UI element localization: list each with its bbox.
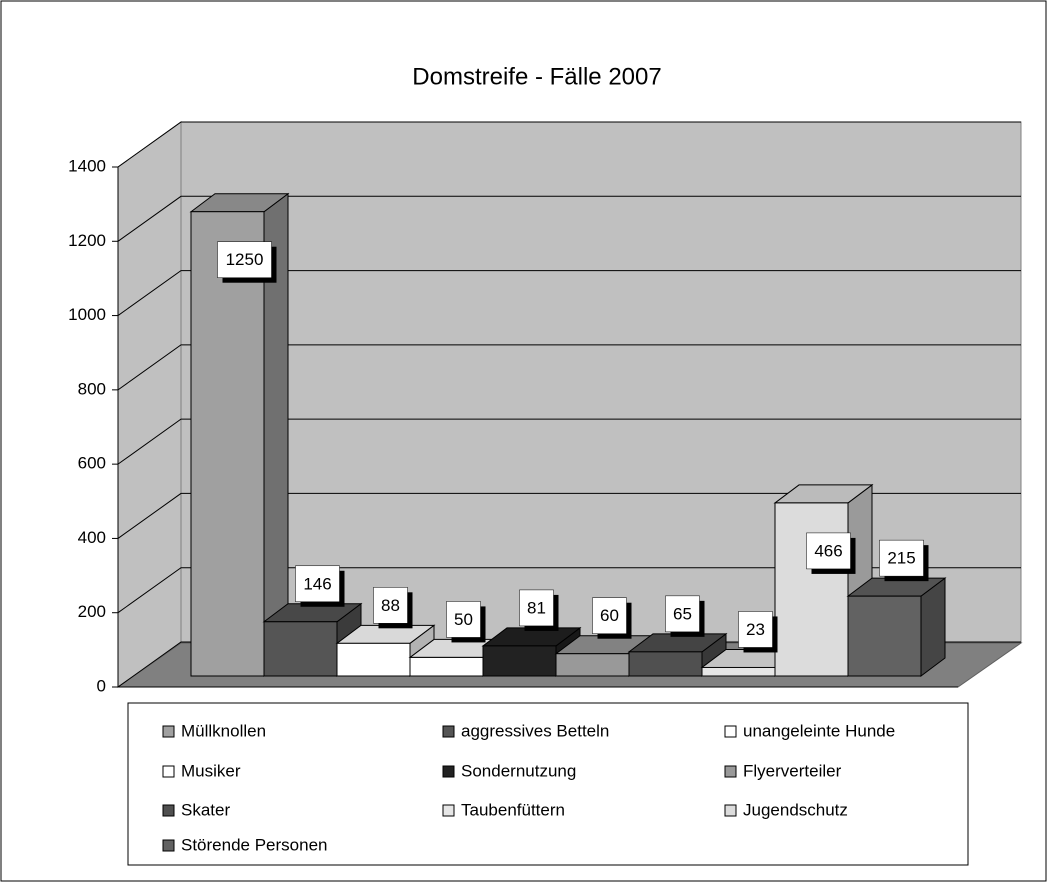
legend-label: Musiker (181, 761, 241, 780)
bar (336, 642, 411, 677)
label-box (806, 532, 851, 570)
legend-label: Jugendschutz (743, 800, 848, 819)
legend-label: aggressives Betteln (461, 721, 609, 740)
legend-label: Taubenfüttern (461, 800, 565, 819)
grid-line (117, 270, 1021, 316)
legend-swatch (162, 765, 175, 778)
label-box (665, 595, 700, 633)
bar (482, 645, 557, 677)
label-box (519, 589, 554, 627)
data-label: 215 (887, 549, 915, 568)
bar (847, 595, 922, 677)
legend-swatch (162, 839, 175, 852)
legend-swatch (162, 804, 175, 817)
grid-line (117, 418, 1021, 465)
label-box (295, 565, 340, 603)
grid-line (117, 195, 1021, 242)
y-tick-label: 0 (97, 676, 106, 695)
legend-swatch (724, 725, 737, 738)
bar (190, 211, 265, 677)
grid-line (117, 121, 1021, 168)
grid-line (117, 492, 1021, 539)
legend-swatch (724, 765, 737, 778)
data-label: 146 (303, 574, 331, 593)
label-box (879, 539, 924, 577)
y-tick-label: 800 (78, 379, 106, 398)
legend (127, 702, 969, 866)
legend-swatch (162, 725, 175, 738)
grid-line (117, 344, 1021, 391)
bar (263, 621, 338, 677)
label-box (217, 241, 272, 278)
y-tick-label: 400 (78, 528, 106, 547)
legend-label: Flyerverteiler (743, 761, 842, 780)
legend-label: Skater (181, 800, 230, 819)
legend-swatch (724, 804, 737, 817)
bar (774, 502, 849, 677)
legend-swatch (442, 765, 455, 778)
y-tick-label: 1200 (68, 231, 106, 250)
data-label: 466 (814, 541, 842, 560)
side-wall (117, 121, 182, 688)
data-label: 88 (381, 596, 400, 615)
y-tick-label: 1000 (68, 305, 106, 324)
legend-label: unangeleinte Hunde (743, 721, 895, 740)
legend-swatch (442, 804, 455, 817)
label-box (373, 587, 408, 624)
label-box (738, 611, 773, 648)
chart-title: Domstreife - Fälle 2007 (412, 63, 661, 90)
bar (701, 666, 776, 677)
bar (409, 656, 484, 677)
bar (555, 653, 630, 677)
legend-swatch (442, 725, 455, 738)
y-tick-label: 1400 (68, 156, 106, 175)
data-label: 65 (673, 604, 692, 623)
data-label: 23 (746, 620, 765, 639)
data-label: 1250 (226, 250, 264, 269)
data-label: 50 (454, 610, 473, 629)
label-box (446, 601, 481, 638)
y-tick-label: 200 (78, 602, 106, 621)
grid-line (117, 567, 1021, 614)
label-box (592, 597, 627, 634)
legend-label: Störende Personen (181, 835, 328, 854)
legend-label: Müllknollen (181, 721, 266, 740)
legend-label: Sondernutzung (461, 761, 576, 780)
bar (628, 651, 703, 677)
data-label: 81 (527, 598, 546, 617)
data-label: 60 (600, 606, 619, 625)
y-tick-label: 600 (78, 454, 106, 473)
